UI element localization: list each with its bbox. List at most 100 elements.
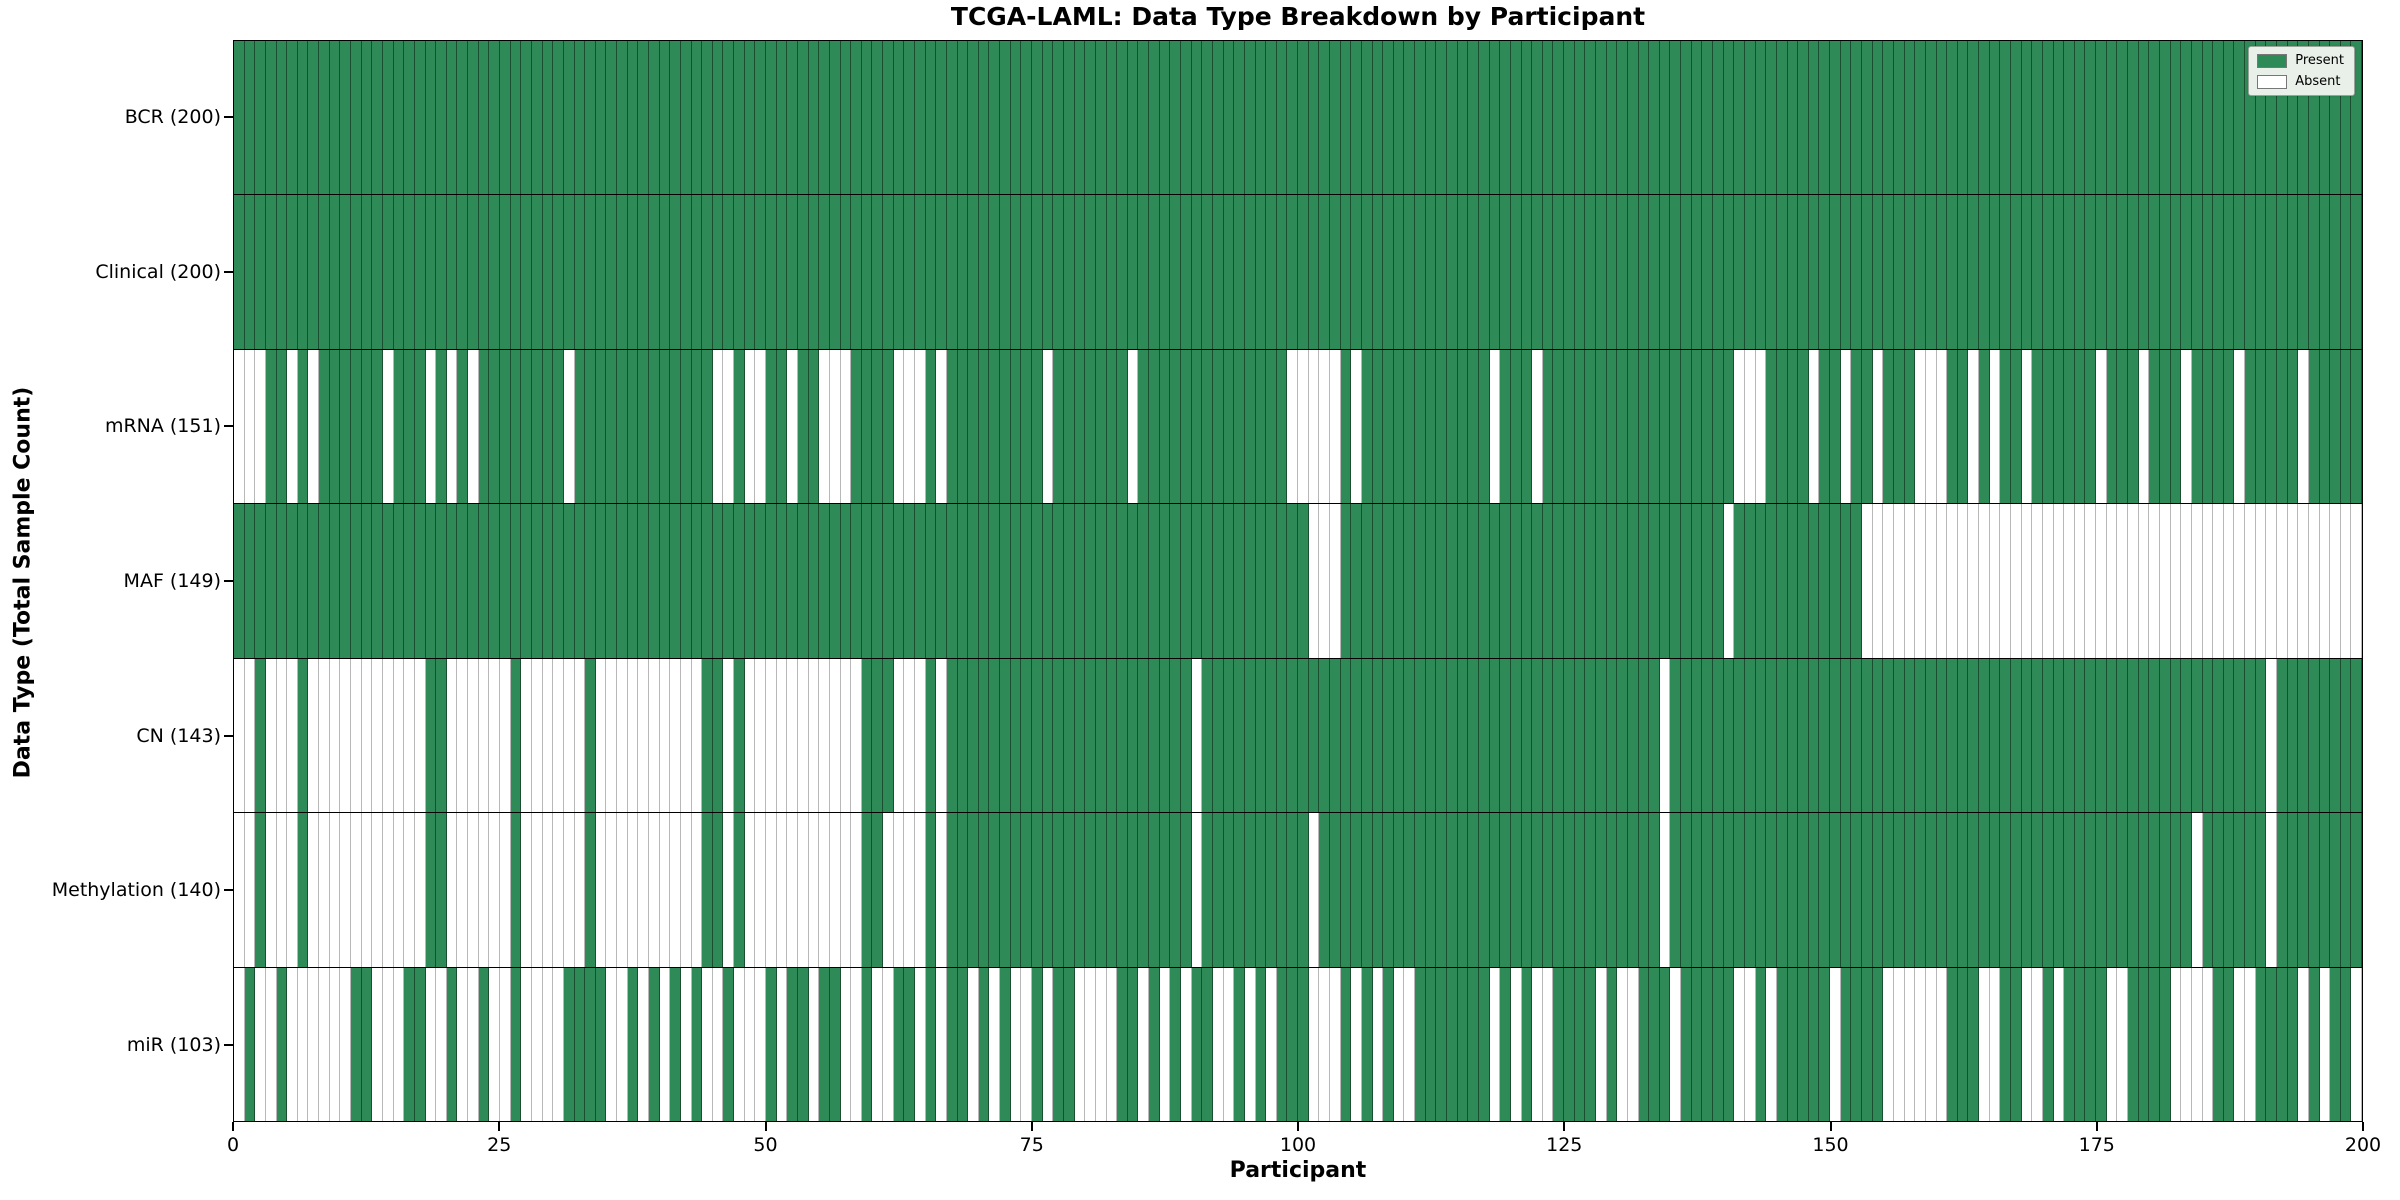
cell-CN-199: [2351, 658, 2363, 813]
cell-MAF-188: [2234, 504, 2246, 658]
cell-miR-51: [776, 967, 788, 1121]
cell-Methylation-88: [1170, 813, 1182, 967]
cell-MAF-93: [1223, 504, 1235, 658]
cell-MAF-150: [1830, 504, 1841, 658]
cell-mRNA-102: [1319, 349, 1330, 504]
cell-Clinical-112: [1425, 195, 1437, 349]
cell-miR-154: [1872, 967, 1884, 1121]
cell-BCR-102: [1319, 41, 1330, 195]
cell-CN-34: [595, 658, 607, 813]
cell-Clinical-69: [968, 195, 979, 349]
cell-Methylation-186: [2213, 813, 2224, 967]
cell-miR-6: [297, 967, 309, 1121]
cell-mRNA-6: [297, 349, 309, 504]
cell-mRNA-160: [1936, 349, 1948, 504]
cell-CN-11: [351, 658, 362, 813]
cell-Methylation-79: [1074, 813, 1086, 967]
cell-mRNA-188: [2234, 349, 2246, 504]
cell-BCR-155: [1883, 41, 1894, 195]
cell-Methylation-98: [1276, 813, 1288, 967]
cell-Clinical-14: [382, 195, 394, 349]
cell-Clinical-49: [755, 195, 767, 349]
cell-miR-143: [1755, 967, 1767, 1121]
cell-Clinical-190: [2255, 195, 2267, 349]
cell-miR-33: [585, 967, 596, 1121]
cell-mRNA-193: [2287, 349, 2299, 504]
cell-MAF-182: [2170, 504, 2182, 658]
cell-Methylation-121: [1521, 813, 1533, 967]
cell-Methylation-85: [1138, 813, 1150, 967]
cell-CN-12: [361, 658, 373, 813]
cell-Clinical-47: [734, 195, 745, 349]
cell-MAF-104: [1340, 504, 1352, 658]
cell-Methylation-156: [1893, 813, 1905, 967]
cell-Methylation-48: [744, 813, 756, 967]
cell-mRNA-10: [340, 349, 352, 504]
cell-miR-92: [1212, 967, 1224, 1121]
cell-Clinical-1: [244, 195, 256, 349]
cell-mRNA-50: [766, 349, 777, 504]
cell-BCR-121: [1521, 41, 1533, 195]
cell-MAF-116: [1468, 504, 1479, 658]
cell-Methylation-91: [1202, 813, 1213, 967]
cell-CN-162: [1957, 658, 1969, 813]
cell-Methylation-83: [1117, 813, 1128, 967]
cell-BCR-156: [1893, 41, 1905, 195]
cell-CN-15: [393, 658, 405, 813]
cell-CN-45: [712, 658, 724, 813]
cell-CN-139: [1713, 658, 1724, 813]
cell-Methylation-133: [1649, 813, 1660, 967]
cell-BCR-171: [2053, 41, 2065, 195]
cell-MAF-197: [2330, 504, 2341, 658]
cell-BCR-109: [1393, 41, 1405, 195]
cell-Methylation-43: [691, 813, 703, 967]
cell-BCR-5: [287, 41, 298, 195]
cell-BCR-7: [308, 41, 320, 195]
cell-Methylation-72: [1000, 813, 1011, 967]
cell-miR-93: [1223, 967, 1235, 1121]
cell-CN-148: [1808, 658, 1820, 813]
cell-BCR-157: [1904, 41, 1916, 195]
cell-CN-62: [893, 658, 905, 813]
cell-BCR-134: [1659, 41, 1671, 195]
cell-BCR-184: [2191, 41, 2203, 195]
cell-miR-69: [968, 967, 979, 1121]
cell-Methylation-49: [755, 813, 767, 967]
cell-CN-69: [968, 658, 979, 813]
cell-Clinical-75: [1032, 195, 1043, 349]
cell-miR-22: [468, 967, 479, 1121]
cell-Clinical-176: [2106, 195, 2118, 349]
cell-mRNA-68: [957, 349, 969, 504]
cell-MAF-32: [574, 504, 586, 658]
cell-miR-54: [808, 967, 820, 1121]
cell-Methylation-5: [287, 813, 298, 967]
cell-mRNA-177: [2117, 349, 2129, 504]
cell-BCR-14: [382, 41, 394, 195]
cell-miR-159: [1925, 967, 1937, 1121]
cell-BCR-66: [936, 41, 947, 195]
cell-BCR-101: [1308, 41, 1320, 195]
cell-MAF-132: [1638, 504, 1650, 658]
cell-Methylation-0: [234, 813, 245, 967]
cell-Methylation-151: [1840, 813, 1852, 967]
cell-Methylation-183: [2181, 813, 2192, 967]
cell-Clinical-20: [446, 195, 458, 349]
cell-miR-175: [2096, 967, 2107, 1121]
cell-CN-119: [1500, 658, 1511, 813]
cell-Methylation-102: [1319, 813, 1330, 967]
cell-CN-98: [1276, 658, 1288, 813]
cell-mRNA-128: [1596, 349, 1607, 504]
cell-BCR-107: [1372, 41, 1384, 195]
cell-Methylation-188: [2234, 813, 2246, 967]
ytick-label-CN: CN (143): [136, 724, 221, 747]
cell-Methylation-8: [319, 813, 330, 967]
cell-BCR-72: [1000, 41, 1011, 195]
cell-CN-19: [436, 658, 447, 813]
cell-Methylation-1: [244, 813, 256, 967]
cell-MAF-155: [1883, 504, 1894, 658]
cell-mRNA-155: [1883, 349, 1894, 504]
cell-mRNA-70: [978, 349, 990, 504]
cell-Methylation-144: [1766, 813, 1777, 967]
cell-CN-63: [904, 658, 915, 813]
cell-BCR-140: [1723, 41, 1735, 195]
